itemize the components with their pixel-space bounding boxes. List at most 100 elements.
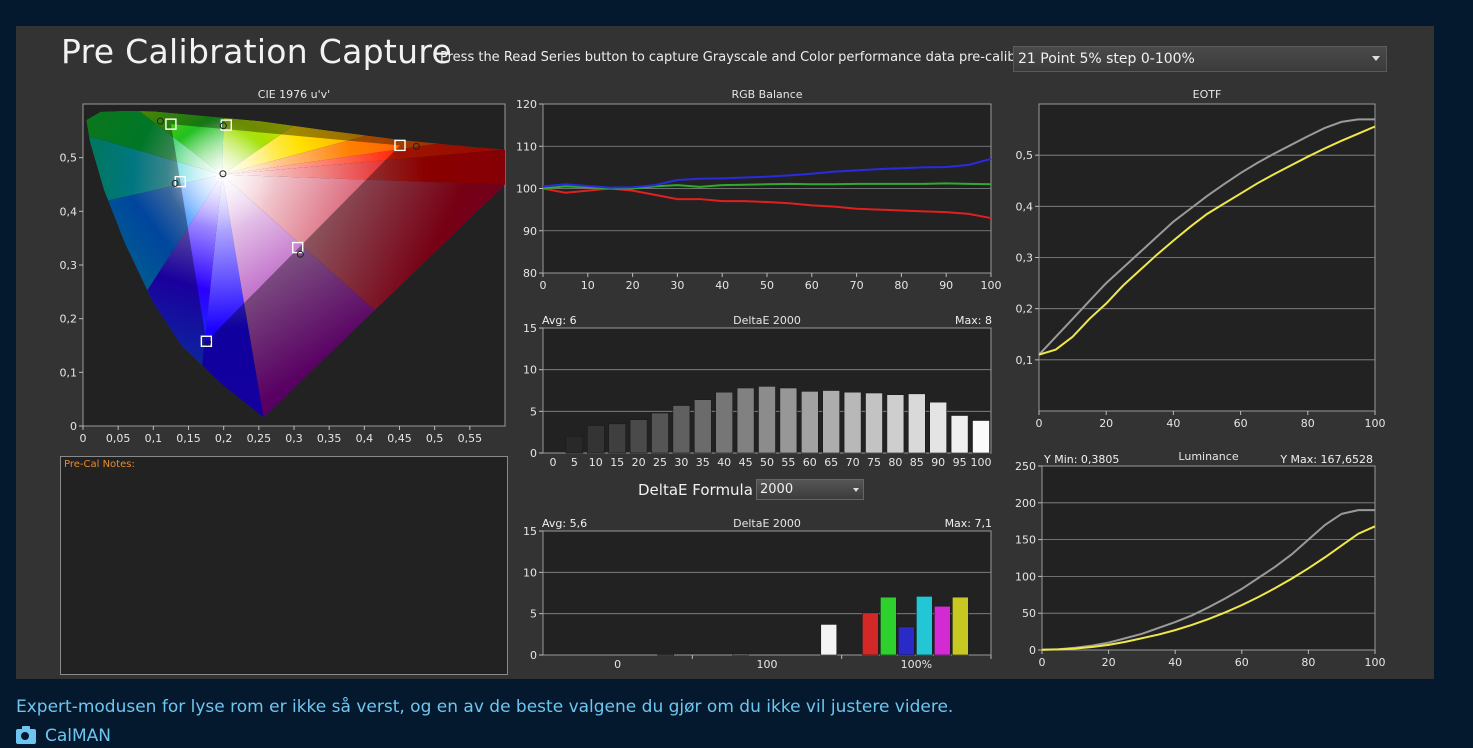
cie-y-tick-label: 0	[70, 420, 77, 433]
gray-de-bar	[736, 387, 755, 454]
gray-de-x-tick-label: 65	[824, 456, 838, 469]
color-de-bar	[820, 624, 838, 656]
cie-white-glow	[167, 119, 278, 230]
rgb-x-tick-label: 20	[626, 279, 640, 292]
rgb-x-tick-label: 40	[715, 279, 729, 292]
color-de-bar	[934, 605, 951, 656]
rgb-y-tick-label: 90	[523, 225, 537, 238]
cie-x-tick-label: 0,4	[356, 432, 374, 445]
gray-de-bar	[800, 391, 819, 454]
gray-de-bar	[758, 386, 776, 454]
eotf-x-tick-label: 80	[1301, 417, 1315, 430]
color-de-y-tick-label: 10	[523, 566, 537, 579]
gray-de-bar	[629, 419, 648, 454]
cie-x-tick-label: 0,25	[247, 432, 272, 445]
cie-x-tick-label: 0,5	[426, 432, 444, 445]
formula-select[interactable]: 2000	[756, 479, 864, 500]
cie-measured-marker	[412, 142, 420, 150]
luminance-ymin-label: Y Min: 0,3805	[1043, 453, 1119, 466]
gray-de-bar	[843, 391, 862, 454]
rgb-x-tick-label: 30	[670, 279, 684, 292]
luminance-x-tick-label: 100	[1365, 656, 1386, 669]
rgb-x-tick-label: 10	[581, 279, 595, 292]
cie-x-tick-label: 0,55	[458, 432, 483, 445]
gray-de-bar	[651, 412, 669, 454]
gray-de-x-tick-label: 75	[867, 456, 881, 469]
color-de-x-tick-label: 0	[614, 658, 621, 671]
gray-de-bar	[822, 390, 841, 454]
notes-label: Pre-Cal Notes:	[64, 459, 135, 470]
luminance-series-line	[1041, 509, 1375, 651]
color-de-avg-label: Avg: 5,6	[542, 517, 587, 530]
notes-area[interactable]: Pre-Cal Notes:	[60, 456, 508, 675]
chevron-down-icon	[1372, 56, 1380, 61]
gray-de-bar	[693, 399, 712, 454]
gray-de-x-tick-label: 5	[571, 456, 578, 469]
cie-measured-marker	[219, 170, 227, 178]
formula-select-value: 2000	[760, 482, 794, 497]
cie-outside-gamut-shade	[86, 110, 506, 418]
cie-measured-marker	[156, 117, 164, 125]
color-de-y-tick-label: 5	[530, 608, 537, 621]
gray-de-x-tick-label: 90	[931, 456, 945, 469]
color-de-bar	[880, 596, 897, 656]
cie-y-tick-label: 0,4	[60, 205, 78, 218]
luminance-ymax-label: Y Max: 167,6528	[1279, 453, 1373, 466]
cie-measured-marker	[219, 122, 227, 130]
gray-de-x-tick-label: 60	[803, 456, 817, 469]
cie-x-tick-label: 0,2	[215, 432, 233, 445]
rgb-x-tick-label: 50	[760, 279, 774, 292]
rgb-x-tick-label: 0	[540, 279, 547, 292]
gray-de-y-tick-label: 10	[523, 364, 537, 377]
cie-hue-wedge	[86, 113, 223, 217]
cie-x-tick-label: 0,3	[285, 432, 303, 445]
eotf-y-tick-label: 0,2	[1016, 303, 1034, 316]
gray-de-bar	[586, 425, 605, 454]
gray-de-x-tick-label: 15	[610, 456, 624, 469]
gray-de-x-tick-label: 10	[589, 456, 603, 469]
color-de-max-label: Max: 7,1	[945, 517, 992, 530]
color-de-title: DeltaE 2000	[733, 517, 801, 530]
gray-de-y-tick-label: 15	[523, 322, 537, 335]
rgb-title: RGB Balance	[731, 88, 802, 101]
cie-x-tick-label: 0,45	[387, 432, 412, 445]
rgb-x-tick-label: 90	[939, 279, 953, 292]
gray-de-y-tick-label: 5	[530, 405, 537, 418]
cie-target-marker	[216, 168, 228, 181]
cie-x-tick-label: 0,35	[317, 432, 342, 445]
rgb-x-tick-label: 70	[850, 279, 864, 292]
series-dropdown[interactable]: 21 Point 5% step 0-100%	[1013, 46, 1387, 72]
eotf-x-tick-label: 40	[1166, 417, 1180, 430]
cie-x-tick-label: 0	[80, 432, 87, 445]
eotf-y-tick-label: 0,3	[1016, 252, 1034, 265]
eotf-series-line	[1038, 125, 1376, 356]
luminance-title: Luminance	[1178, 450, 1238, 463]
gray-de-bar	[779, 387, 798, 454]
gray-de-bar	[950, 415, 969, 454]
gray-de-bar	[865, 392, 883, 454]
gray-de-bar	[972, 420, 990, 454]
color-de-bar	[916, 596, 933, 656]
luminance-y-tick-label: 250	[1015, 460, 1036, 473]
gray-de-bar	[608, 423, 627, 454]
color-de-x-tick-label: 100%	[901, 658, 932, 671]
rgb-series-line	[542, 157, 992, 189]
rgb-x-tick-label: 100	[981, 279, 1002, 292]
gray-de-x-tick-label: 50	[760, 456, 774, 469]
color-de-y-tick-label: 0	[530, 649, 537, 662]
color-de-bar	[657, 654, 674, 656]
cie-target-marker	[165, 118, 177, 130]
formula-label: DeltaE Formula	[638, 481, 753, 499]
cie-target-marker	[394, 139, 406, 152]
series-dropdown-value: 21 Point 5% step 0-100%	[1018, 51, 1195, 67]
luminance-y-tick-label: 50	[1022, 607, 1036, 620]
eotf-y-tick-label: 0,1	[1016, 354, 1034, 367]
cie-y-tick-label: 0,1	[60, 366, 78, 379]
eotf-x-tick-label: 0	[1036, 417, 1043, 430]
cie-measured-marker	[203, 338, 211, 346]
eotf-title: EOTF	[1193, 88, 1222, 101]
cie-target-marker	[174, 175, 186, 188]
cie-measured-marker	[171, 179, 179, 187]
gray-de-bar	[886, 394, 905, 454]
color-de-bar	[732, 653, 749, 656]
